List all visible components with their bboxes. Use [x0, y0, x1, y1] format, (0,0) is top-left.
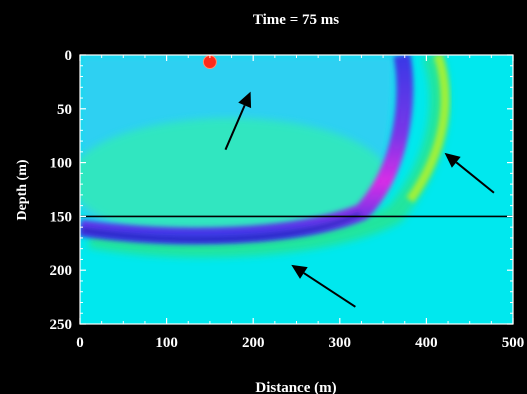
y-axis: 0 50 100 150 200 250: [50, 48, 513, 333]
arrow-head: [238, 91, 252, 109]
reflected-wavefront: [88, 55, 450, 258]
reflected-wavefront-core: [406, 55, 450, 203]
x-axis: 0 100 200 300 400 500: [76, 55, 524, 351]
x-tick-label: 500: [502, 335, 525, 351]
arrow-annotations: [224, 91, 495, 308]
arrow-shaft: [455, 161, 495, 194]
y-tick-label: 0: [65, 48, 73, 64]
x-tick-label: 100: [155, 335, 178, 351]
chart-title: Time = 75 ms: [253, 12, 339, 28]
y-tick-label: 250: [50, 317, 73, 333]
arrow-shaft: [224, 104, 246, 151]
y-axis-label: Depth (m): [15, 159, 30, 220]
plot-area: [80, 55, 513, 324]
x-tick-label: 400: [415, 335, 438, 351]
arrow-shaft: [303, 272, 356, 308]
direct-wavefront-edge: [81, 212, 361, 242]
x-tick-label: 300: [329, 335, 352, 351]
scattered-energy-patch: [80, 118, 390, 242]
x-axis-label: Distance (m): [255, 380, 336, 394]
y-tick-label: 100: [50, 156, 73, 172]
x-tick-label: 0: [76, 335, 84, 351]
arrow-head: [291, 264, 308, 279]
x-tick-label: 200: [242, 335, 265, 351]
y-tick-label: 150: [50, 209, 73, 225]
y-tick-label: 200: [50, 263, 73, 279]
y-tick-label: 50: [57, 102, 72, 118]
arrow-head: [444, 152, 461, 168]
